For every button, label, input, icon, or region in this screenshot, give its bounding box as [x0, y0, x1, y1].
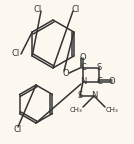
Text: O: O: [63, 69, 69, 77]
Text: O: O: [109, 77, 115, 87]
Text: O: O: [80, 54, 86, 62]
Text: Cl: Cl: [12, 50, 20, 58]
Text: Cl: Cl: [14, 126, 22, 134]
Text: Cl: Cl: [72, 4, 80, 14]
Text: Cl: Cl: [34, 4, 42, 14]
Text: N: N: [91, 91, 97, 101]
Text: C: C: [96, 77, 102, 87]
Text: N: N: [80, 77, 86, 87]
Text: S: S: [96, 64, 102, 72]
Text: CH₃: CH₃: [106, 107, 119, 113]
Text: CH₃: CH₃: [69, 107, 82, 113]
Text: S: S: [77, 91, 83, 101]
Text: C: C: [80, 64, 86, 72]
